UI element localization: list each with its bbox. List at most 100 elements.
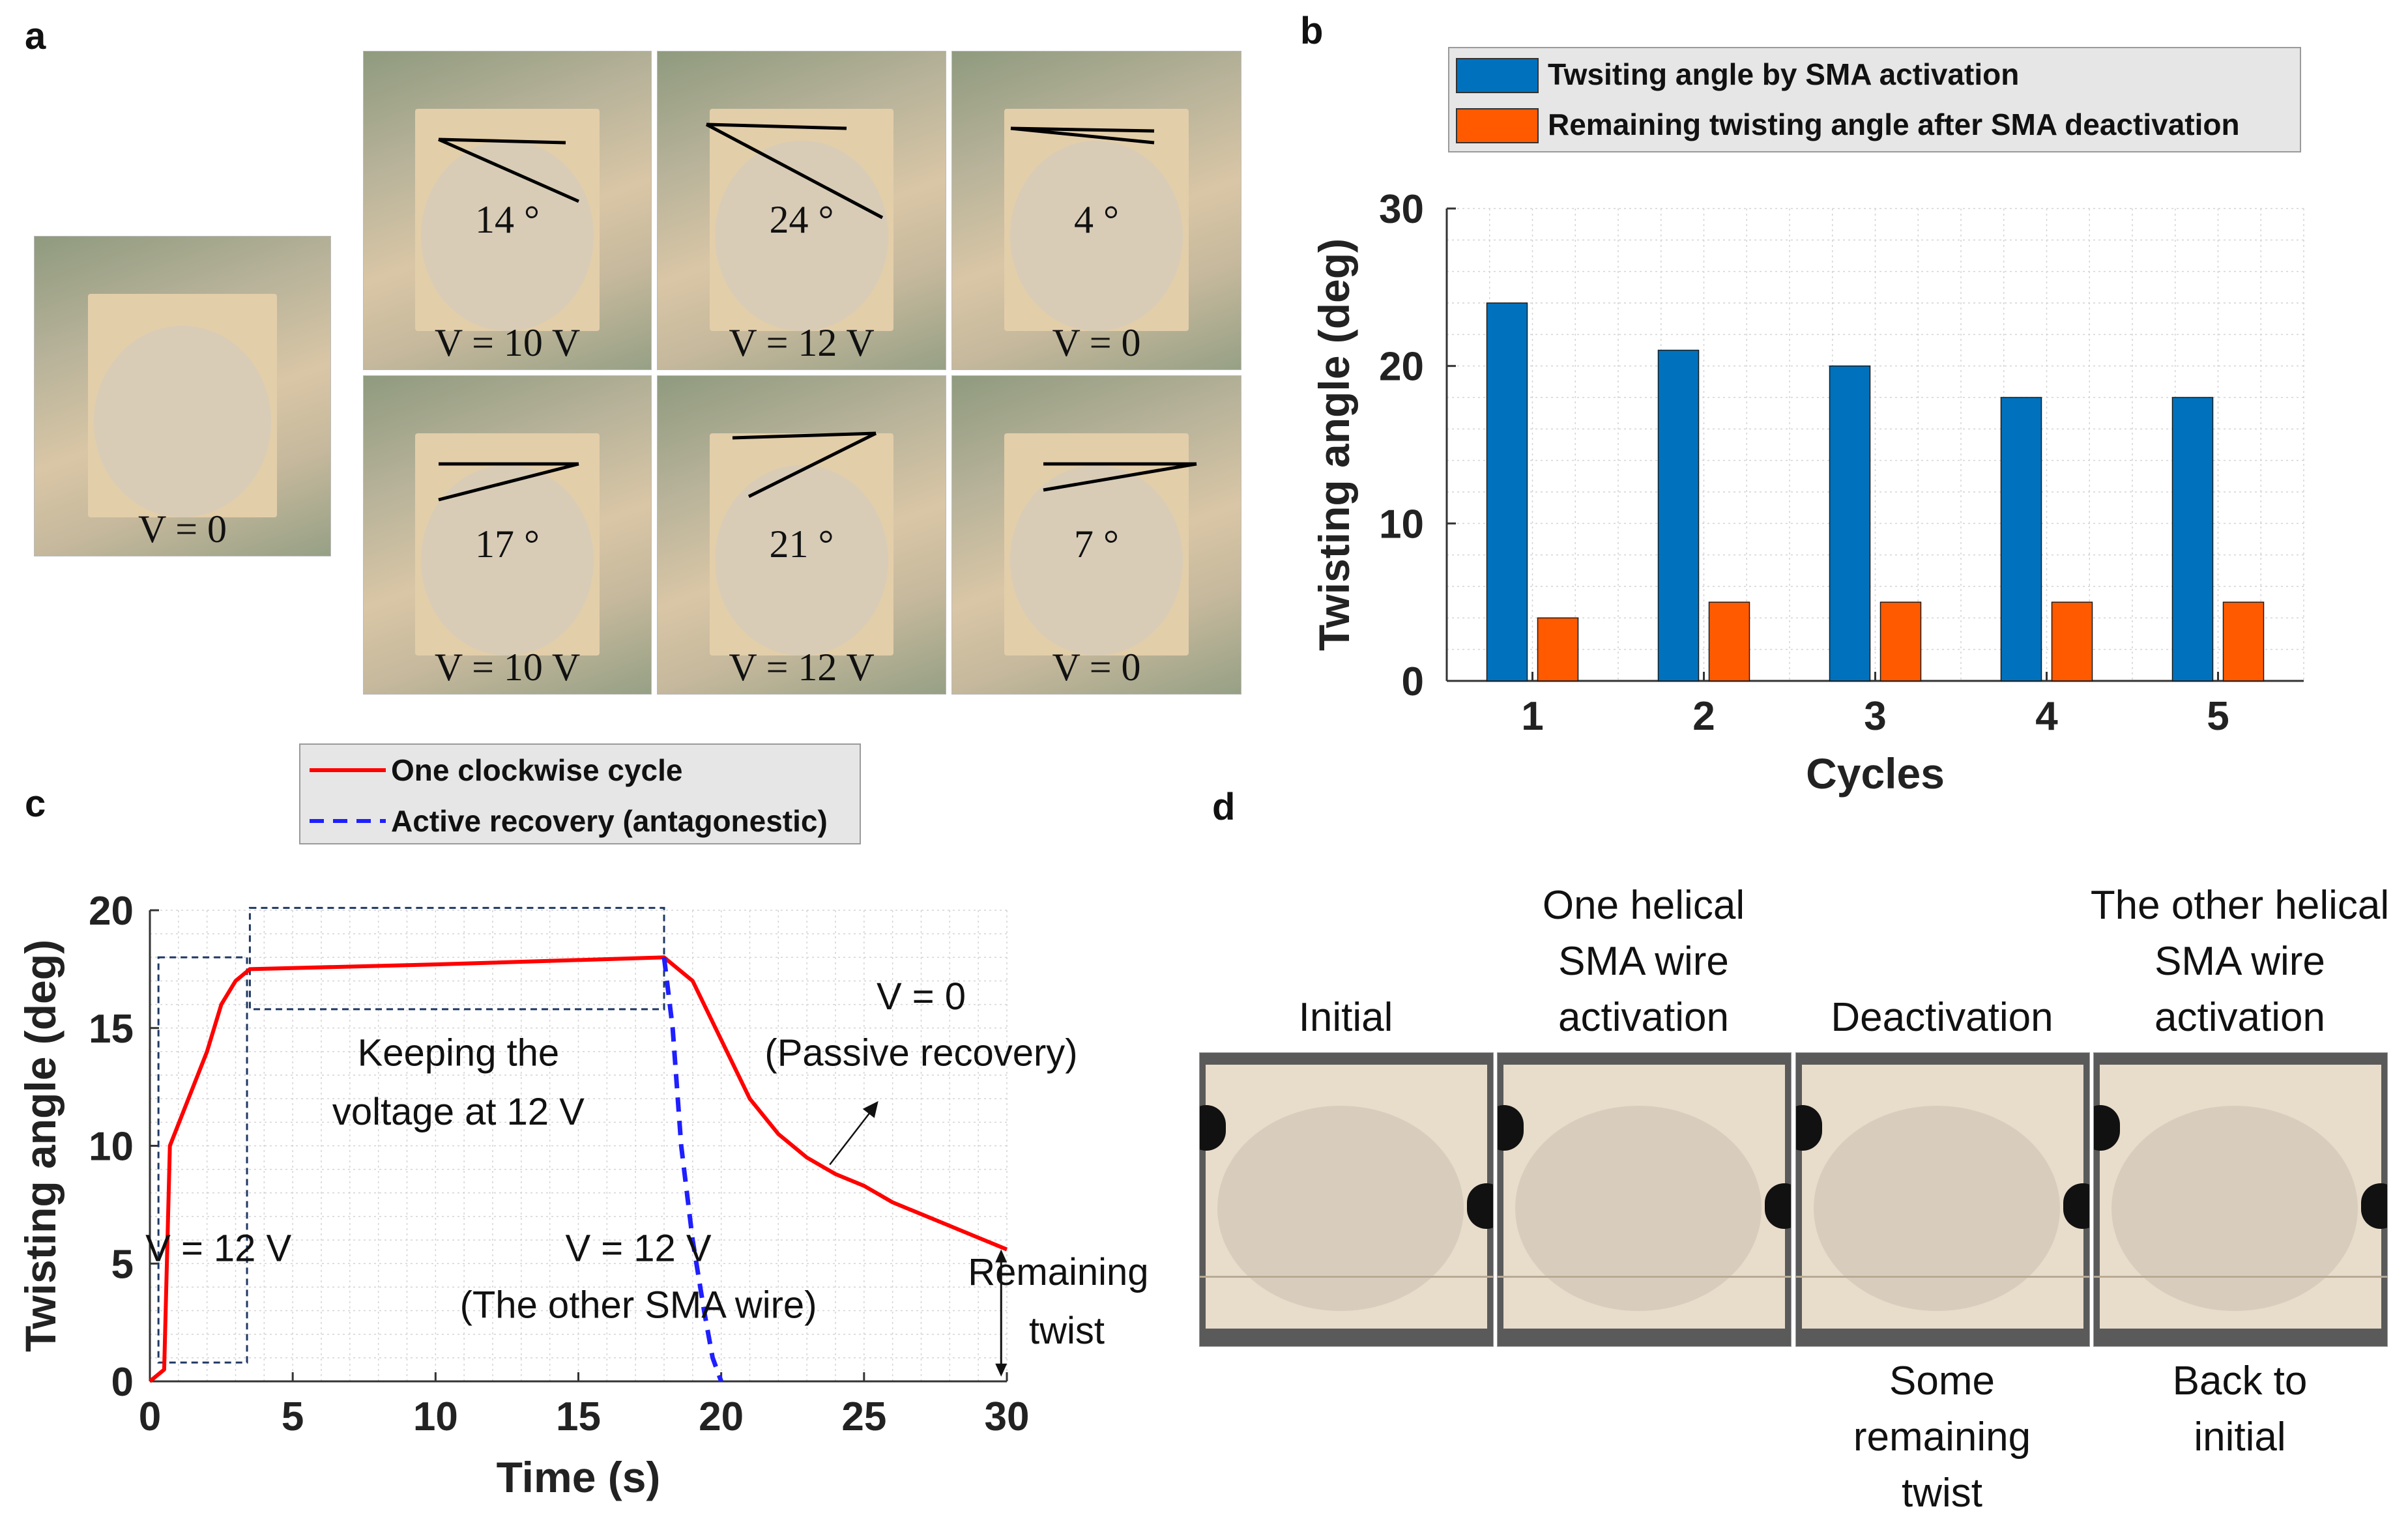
remaining-arrow-head-up: [995, 1249, 1008, 1263]
annotation-v0: V = 0: [877, 975, 966, 1018]
photo-caption: V = 0: [1052, 321, 1141, 364]
x-tick-label: 3: [1864, 694, 1886, 739]
y-axis-label: Twisting angle (deg): [1310, 238, 1358, 651]
arrow-head: [862, 1101, 878, 1118]
annotation-keep-1: Keeping the: [358, 1032, 560, 1074]
x-axis-label: Cycles: [1806, 749, 1945, 798]
x-tick-label: 10: [413, 1394, 458, 1439]
bar-remaining-3: [1879, 601, 1922, 682]
angle-label: 17 °: [475, 523, 540, 566]
legend-label-cycle: One clockwise cycle: [391, 753, 683, 787]
y-tick-label: 15: [89, 1007, 134, 1052]
label-line: Some: [1889, 1359, 1995, 1404]
legend-label-activation: Twsiting angle by SMA activation: [1548, 57, 2019, 91]
x-tick-label: 2: [1692, 694, 1715, 739]
photo-cycle2-10v: 17 ° V = 10 V: [363, 375, 652, 695]
bar-activation-4: [2000, 397, 2042, 682]
panel-d-top-label-1: Initial: [1176, 990, 1515, 1046]
bar-chart: Twsiting angle by SMA activation Remainin…: [1310, 47, 2304, 798]
y-axis-label: Twisting angle (deg): [16, 940, 65, 1352]
panel-letter-b: b: [1300, 10, 1324, 52]
x-tick-label: 5: [2207, 694, 2229, 739]
annotation-twist: twist: [1029, 1310, 1105, 1352]
annotation-other-1: V = 12 V: [565, 1228, 711, 1270]
bar-activation-3: [1829, 365, 1871, 682]
bar-remaining-1: [1537, 617, 1579, 682]
series-line-cycle: [149, 955, 1008, 1383]
remaining-arrow-head-down: [995, 1363, 1008, 1377]
bar-remaining-2: [1708, 601, 1750, 682]
label-line: SMA wire: [1558, 939, 1729, 984]
panel-letter-c: c: [25, 783, 46, 825]
bar-remaining-5: [2222, 601, 2265, 682]
panel-letter-a: a: [25, 15, 46, 57]
legend-box: [1448, 47, 2301, 152]
panel-d-photo-2: [1497, 1052, 1791, 1347]
label-line: Deactivation: [1831, 995, 2053, 1040]
photo-cycle2-12v: 21 ° V = 12 V: [657, 375, 946, 695]
photo-caption: V = 10 V: [434, 646, 581, 689]
y-tick-label: 5: [111, 1242, 134, 1287]
x-axis-label: Time (s): [497, 1453, 661, 1501]
x-tick-label: 1: [1521, 694, 1543, 739]
photo-cycle1-12v: 24 ° V = 12 V: [657, 51, 946, 370]
panel-d-photo-1: [1199, 1052, 1494, 1347]
legend-label-remaining: Remaining twisting angle after SMA deact…: [1548, 108, 2240, 141]
panel-d-top-label-2: One helical SMA wire activation: [1474, 878, 1813, 1046]
angle-label: 7 °: [1074, 523, 1119, 566]
annotation-v12: V = 12 V: [145, 1228, 291, 1270]
series-line-recovery: [661, 957, 723, 1383]
label-line: activation: [1558, 995, 1729, 1040]
x-tick-label: 15: [556, 1394, 601, 1439]
annotation-keep-2: voltage at 12 V: [332, 1091, 585, 1133]
label-line: twist: [1902, 1471, 1982, 1516]
label-line: One helical: [1542, 883, 1745, 928]
annotation-other-2: (The other SMA wire): [460, 1284, 817, 1326]
region-box-2: [248, 906, 665, 1011]
photo-caption: V = 0: [1052, 646, 1141, 689]
angle-label: 4 °: [1074, 198, 1119, 242]
angle-label: 24 °: [769, 198, 834, 242]
bar-remaining-4: [2051, 601, 2093, 682]
label-line: SMA wire: [2154, 939, 2325, 984]
bar-activation-1: [1486, 302, 1528, 682]
label-line: remaining: [1853, 1415, 2031, 1460]
line-chart: One clockwise cycle Active recovery (anta…: [16, 743, 1149, 1501]
label-line: activation: [2154, 995, 2325, 1040]
y-tick-label: 0: [1402, 659, 1424, 704]
label-line: initial: [2194, 1415, 2286, 1460]
photo-cycle2-0v: 7 ° V = 0: [951, 375, 1241, 695]
panel-d-photo-4: [2093, 1052, 2388, 1347]
panel-d-bottom-label-3: Some remaining twist: [1773, 1353, 2111, 1521]
annotation-passive: (Passive recovery): [764, 1032, 1077, 1074]
bar-activation-5: [2171, 397, 2214, 682]
x-tick-label: 30: [985, 1394, 1030, 1439]
photo-caption: V = 10 V: [434, 321, 581, 364]
panel-d-photo-3: [1795, 1052, 2090, 1347]
x-tick-label: 20: [699, 1394, 744, 1439]
panel-d-top-label-3: Deactivation: [1773, 990, 2111, 1046]
x-tick-label: 4: [2035, 694, 2058, 739]
photo-caption: V = 12 V: [729, 321, 875, 364]
panel-letter-d: d: [1212, 786, 1236, 828]
annotation-remaining: Remaining: [968, 1251, 1148, 1293]
bar-activation-2: [1657, 349, 1700, 682]
y-tick-label: 0: [111, 1360, 134, 1405]
label-line: Back to: [2172, 1359, 2308, 1404]
region-box-1: [157, 956, 248, 1364]
angle-label: 14 °: [475, 198, 540, 242]
arrow-passive: [829, 1112, 871, 1166]
y-tick-label: 20: [89, 889, 134, 934]
legend-box: [299, 743, 861, 844]
photo-cycle1-0v: 4 ° V = 0: [951, 51, 1241, 370]
y-tick-label: 10: [1379, 502, 1424, 547]
y-tick-label: 10: [89, 1125, 134, 1170]
label-line: The other helical: [2090, 883, 2390, 928]
photo-cycle1-10v: 14 ° V = 10 V: [363, 51, 652, 370]
photo-caption: V = 0: [138, 508, 227, 551]
label-line: Initial: [1298, 995, 1393, 1040]
legend-swatch-activation: [1456, 58, 1539, 93]
x-tick-label: 0: [139, 1394, 161, 1439]
photo-initial: V = 0: [34, 236, 331, 556]
y-tick-label: 20: [1379, 345, 1424, 390]
